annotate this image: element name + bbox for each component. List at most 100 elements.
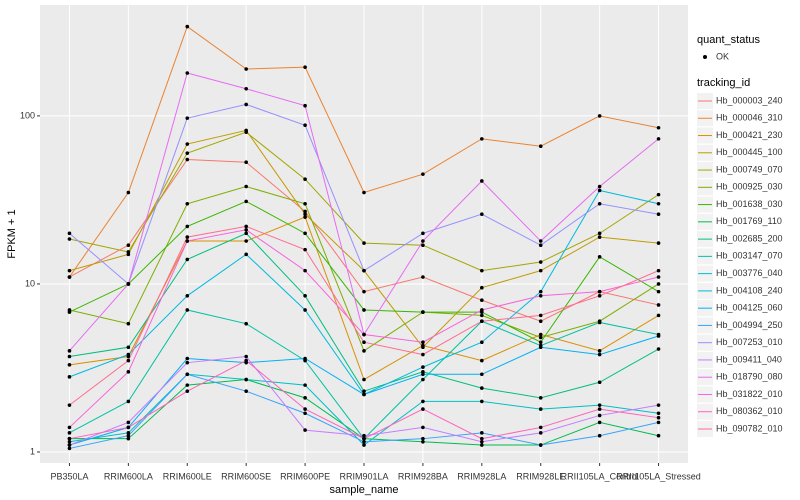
data-point (538, 425, 543, 430)
data-point (362, 349, 366, 353)
legend-label: Hb_031822_010 (716, 389, 783, 399)
data-point (303, 103, 307, 108)
data-point (538, 243, 543, 248)
data-point (421, 436, 425, 441)
data-point (185, 116, 190, 120)
data-point (480, 358, 484, 363)
data-point (67, 268, 72, 273)
data-point (303, 294, 307, 298)
data-point (421, 275, 425, 279)
data-point (480, 308, 484, 312)
data-point (597, 201, 602, 206)
data-point (597, 380, 602, 385)
data-point (244, 231, 248, 236)
data-point (656, 282, 661, 286)
x-tick-label: RRIM600PE (280, 471, 330, 481)
data-point (597, 320, 602, 325)
data-point (656, 125, 661, 130)
legend-title: quant_status (697, 34, 760, 46)
data-point (185, 360, 190, 365)
x-tick-label: RRIM928LA (457, 471, 506, 481)
data-point (362, 289, 366, 294)
legend-label: Hb_002685_200 (716, 233, 783, 243)
data-point (597, 235, 602, 239)
data-point (480, 298, 484, 303)
data-point (185, 294, 190, 298)
x-tick-label: RRIM600LE (163, 471, 212, 481)
data-point (421, 439, 425, 444)
data-point (362, 377, 366, 382)
data-point (538, 396, 543, 400)
data-point (362, 436, 366, 441)
data-point (362, 308, 366, 312)
data-point (480, 313, 484, 318)
data-point (303, 407, 307, 411)
data-point (656, 201, 661, 206)
data-point (244, 67, 248, 71)
data-point (597, 188, 602, 193)
data-point (656, 334, 661, 338)
legend-label: Hb_000046_310 (716, 113, 783, 123)
legend-label: Hb_001769_110 (716, 216, 782, 226)
data-point (244, 86, 248, 91)
legend-label: Hb_000445_100 (716, 147, 783, 157)
data-point (67, 425, 72, 430)
data-point (597, 231, 602, 236)
data-point (126, 352, 131, 357)
data-point (362, 433, 366, 438)
data-point (185, 157, 190, 162)
legend-label: Hb_003147_070 (716, 251, 783, 261)
legend-label: Hb_007253_010 (716, 337, 783, 347)
data-point (421, 370, 425, 374)
data-point (67, 237, 72, 241)
x-tick-label: RRIM928BA (398, 471, 448, 481)
data-point (244, 239, 248, 243)
data-point (67, 431, 72, 435)
data-point (656, 137, 661, 141)
data-point (538, 294, 543, 298)
data-point (656, 313, 661, 318)
data-point (362, 190, 366, 195)
data-point (244, 224, 248, 229)
legend-label: Hb_018790_080 (716, 372, 783, 382)
data-point (538, 443, 543, 447)
data-point (421, 372, 425, 377)
y-tick-label: 100 (20, 110, 35, 120)
data-point (480, 340, 484, 345)
data-point (538, 144, 543, 149)
data-point (303, 212, 307, 217)
data-point (656, 275, 661, 279)
data-point (126, 282, 131, 286)
data-point (362, 332, 366, 337)
legend-label: Hb_000749_070 (716, 164, 783, 174)
data-point (126, 345, 131, 350)
data-point (421, 425, 425, 430)
data-point (67, 436, 72, 441)
data-point (126, 250, 131, 254)
data-point (656, 192, 661, 197)
data-point (126, 425, 131, 430)
data-point (480, 386, 484, 390)
data-point (126, 431, 131, 435)
data-point (421, 243, 425, 248)
data-point (67, 439, 72, 444)
data-point (421, 172, 425, 176)
data-point (538, 313, 543, 318)
y-tick-label: 10 (25, 278, 35, 288)
x-tick-label: RRII105LA_Control (561, 471, 639, 481)
data-point (656, 420, 661, 425)
data-point (303, 65, 307, 69)
data-point (421, 340, 425, 345)
data-point (67, 349, 72, 353)
data-point (67, 446, 72, 451)
data-point (597, 413, 602, 418)
data-point (126, 420, 131, 425)
data-point (362, 241, 366, 245)
data-point (126, 399, 131, 404)
data-point (597, 184, 602, 189)
data-point (185, 151, 190, 155)
data-point (362, 443, 366, 447)
data-point (67, 275, 72, 279)
data-point (597, 407, 602, 411)
